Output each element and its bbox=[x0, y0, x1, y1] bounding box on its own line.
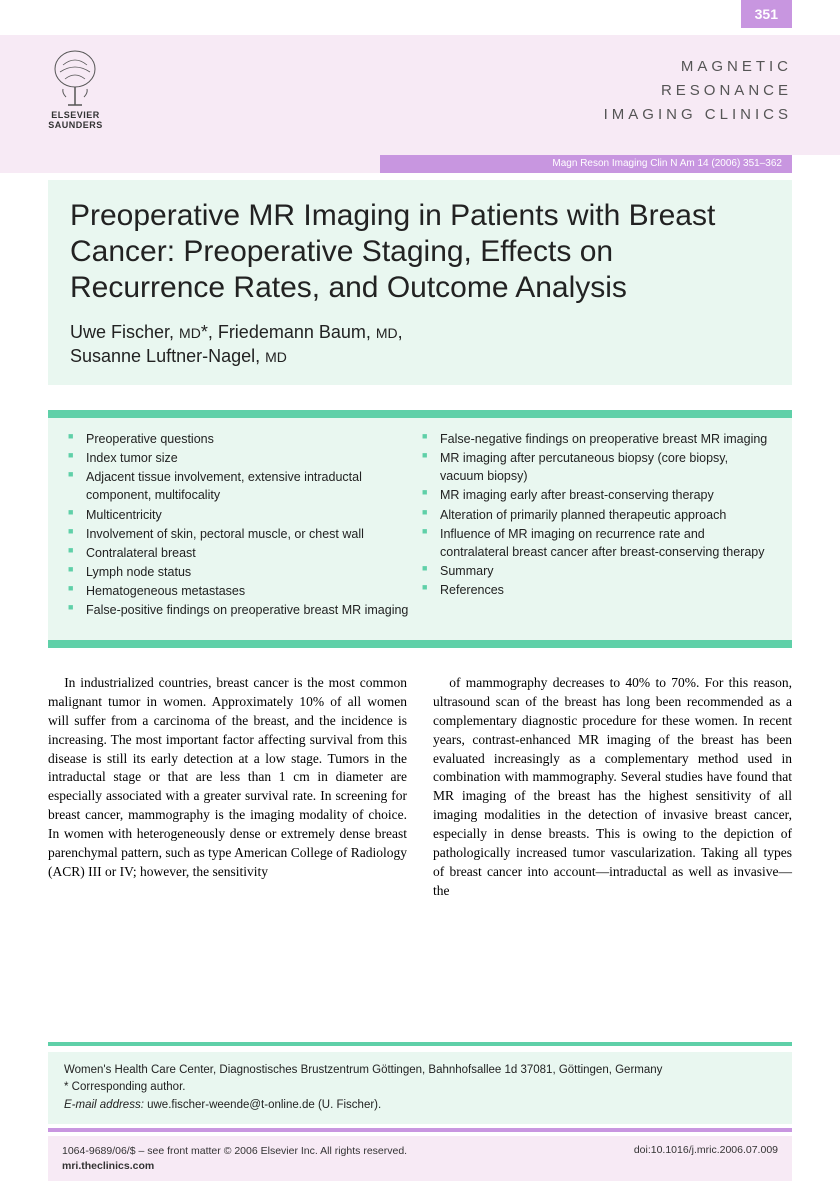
journal-name: MAGNETIC RESONANCE IMAGING CLINICS bbox=[604, 47, 792, 155]
affiliation-address: Women's Health Care Center, Diagnostisch… bbox=[64, 1062, 776, 1079]
contents-item: References bbox=[420, 581, 774, 599]
publisher-logo: ELSEVIER SAUNDERS bbox=[48, 47, 103, 155]
journal-name-line2: RESONANCE bbox=[604, 79, 792, 103]
email-value: uwe.fischer-weende@t-online.de (U. Fisch… bbox=[147, 1099, 381, 1111]
contents-item: MR imaging early after breast-conserving… bbox=[420, 486, 774, 504]
email-line: E-mail address: uwe.fischer-weende@t-onl… bbox=[64, 1097, 776, 1114]
divider-bottom bbox=[48, 640, 792, 648]
footer-divider-green bbox=[48, 1042, 792, 1046]
contents-item: Index tumor size bbox=[66, 449, 420, 467]
contents-item: Adjacent tissue involvement, extensive i… bbox=[66, 468, 420, 504]
elsevier-tree-icon bbox=[48, 47, 103, 109]
citation-bar: Magn Reson Imaging Clin N Am 14 (2006) 3… bbox=[0, 155, 792, 173]
contents-item: Summary bbox=[420, 562, 774, 580]
body-para-1: In industrialized countries, breast canc… bbox=[48, 674, 407, 882]
issn-line: 1064-9689/06/$ – see front matter © 2006… bbox=[62, 1144, 407, 1159]
journal-name-line3: IMAGING CLINICS bbox=[604, 103, 792, 127]
corresponding-author: * Corresponding author. bbox=[64, 1079, 776, 1096]
email-label: E-mail address: bbox=[64, 1099, 144, 1111]
journal-url: mri.theclinics.com bbox=[62, 1159, 407, 1174]
contents-item: Multicentricity bbox=[66, 506, 420, 524]
contents-item: Influence of MR imaging on recurrence ra… bbox=[420, 525, 774, 561]
contents-item: False-positive findings on preoperative … bbox=[66, 601, 420, 619]
authors: Uwe Fischer, MD*, Friedemann Baum, MD,Su… bbox=[70, 320, 770, 369]
footer-divider-purple bbox=[48, 1128, 792, 1132]
article-title: Preoperative MR Imaging in Patients with… bbox=[70, 198, 770, 306]
journal-name-line1: MAGNETIC bbox=[604, 55, 792, 79]
footer-meta: 1064-9689/06/$ – see front matter © 2006… bbox=[48, 1136, 792, 1181]
contents-box: Preoperative questionsIndex tumor sizeAd… bbox=[48, 418, 792, 640]
body-text: In industrialized countries, breast canc… bbox=[48, 674, 792, 901]
contents-item: Hematogeneous metastases bbox=[66, 582, 420, 600]
body-col-2: of mammography decreases to 40% to 70%. … bbox=[433, 674, 792, 901]
contents-item: Alteration of primarily planned therapeu… bbox=[420, 506, 774, 524]
body-para-2: of mammography decreases to 40% to 70%. … bbox=[433, 674, 792, 901]
doi: doi:10.1016/j.mric.2006.07.009 bbox=[634, 1144, 778, 1173]
body-col-1: In industrialized countries, breast canc… bbox=[48, 674, 407, 901]
divider-top bbox=[48, 410, 792, 418]
affiliation-block: Women's Health Care Center, Diagnostisch… bbox=[48, 1052, 792, 1124]
contents-col-right: False-negative findings on preoperative … bbox=[420, 430, 774, 628]
contents-item: Preoperative questions bbox=[66, 430, 420, 448]
contents-item: MR imaging after percutaneous biopsy (co… bbox=[420, 449, 774, 485]
header-band: ELSEVIER SAUNDERS MAGNETIC RESONANCE IMA… bbox=[0, 35, 840, 155]
contents-col-left: Preoperative questionsIndex tumor sizeAd… bbox=[66, 430, 420, 628]
contents-item: Contralateral breast bbox=[66, 544, 420, 562]
contents-item: Lymph node status bbox=[66, 563, 420, 581]
contents-item: False-negative findings on preoperative … bbox=[420, 430, 774, 448]
page-number: 351 bbox=[741, 0, 792, 28]
title-block: Preoperative MR Imaging in Patients with… bbox=[48, 180, 792, 385]
publisher-line2: SAUNDERS bbox=[48, 121, 103, 131]
contents-item: Involvement of skin, pectoral muscle, or… bbox=[66, 525, 420, 543]
